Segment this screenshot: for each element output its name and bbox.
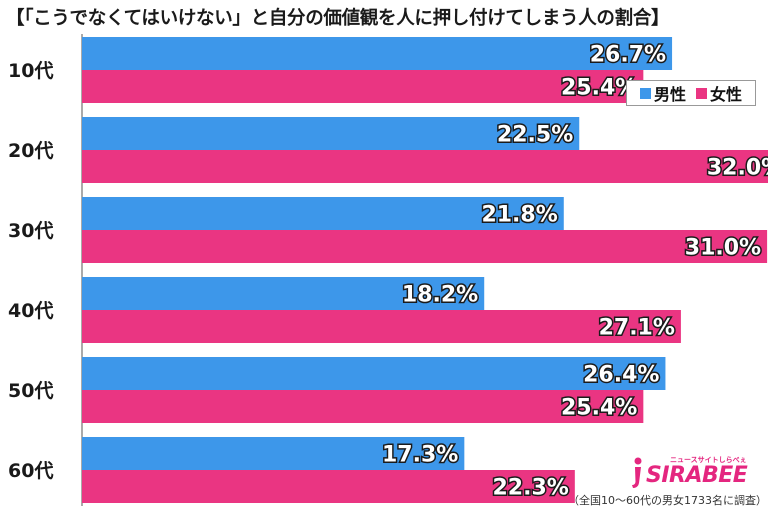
bar-male xyxy=(82,197,564,230)
logo-tagline: ニュースサイトしらべぇ xyxy=(670,456,747,464)
bar-female xyxy=(82,310,681,343)
data-label: 17.3% xyxy=(382,443,458,468)
data-label: 26.7% xyxy=(590,43,666,68)
bar-female xyxy=(82,470,575,503)
bar-male xyxy=(82,357,666,390)
category-label: 30代 xyxy=(8,220,53,242)
legend-label-male: 男性 xyxy=(653,85,686,104)
category-label: 60代 xyxy=(8,460,53,482)
data-label: 21.8% xyxy=(481,203,557,228)
bar-male xyxy=(82,437,465,470)
bar-male xyxy=(82,37,673,70)
legend-label-female: 女性 xyxy=(710,85,743,104)
bar-male xyxy=(82,117,580,150)
footnote: （全国10～60代の男女1733名に調査） xyxy=(568,494,767,507)
logo-i-icon xyxy=(632,457,642,488)
sirabee-logo: ニュースサイトしらべぇ SIRABEE xyxy=(630,455,748,491)
data-label: 32.0% xyxy=(707,156,768,181)
legend: 男性 女性 xyxy=(626,80,756,106)
legend-swatch-female xyxy=(696,87,707,99)
category-label: 10代 xyxy=(8,60,53,82)
category-label: 40代 xyxy=(8,300,53,322)
data-label: 25.4% xyxy=(561,396,637,421)
legend-item-female: 女性 xyxy=(696,81,742,105)
bar-female xyxy=(82,70,644,103)
bar-female xyxy=(82,150,768,183)
data-label: 27.1% xyxy=(599,316,675,341)
data-label: 18.2% xyxy=(402,283,478,308)
data-label: 22.3% xyxy=(493,476,569,501)
legend-item-male: 男性 xyxy=(639,81,686,105)
data-label: 26.4% xyxy=(583,363,659,388)
bar-male xyxy=(82,277,485,310)
data-label: 25.4% xyxy=(561,76,637,101)
chart-title: 【「こうでなくてはいけない」と自分の価値観を人に押し付けてしまう人の割合】 xyxy=(6,8,670,29)
data-label: 31.0% xyxy=(685,236,761,261)
bar-female xyxy=(82,230,768,263)
logo-brand: SIRABEE xyxy=(646,463,748,488)
category-label: 20代 xyxy=(8,140,53,162)
bar-female xyxy=(82,390,644,423)
category-label: 50代 xyxy=(8,380,53,402)
data-label: 22.5% xyxy=(497,123,573,148)
legend-swatch-male xyxy=(639,87,651,99)
